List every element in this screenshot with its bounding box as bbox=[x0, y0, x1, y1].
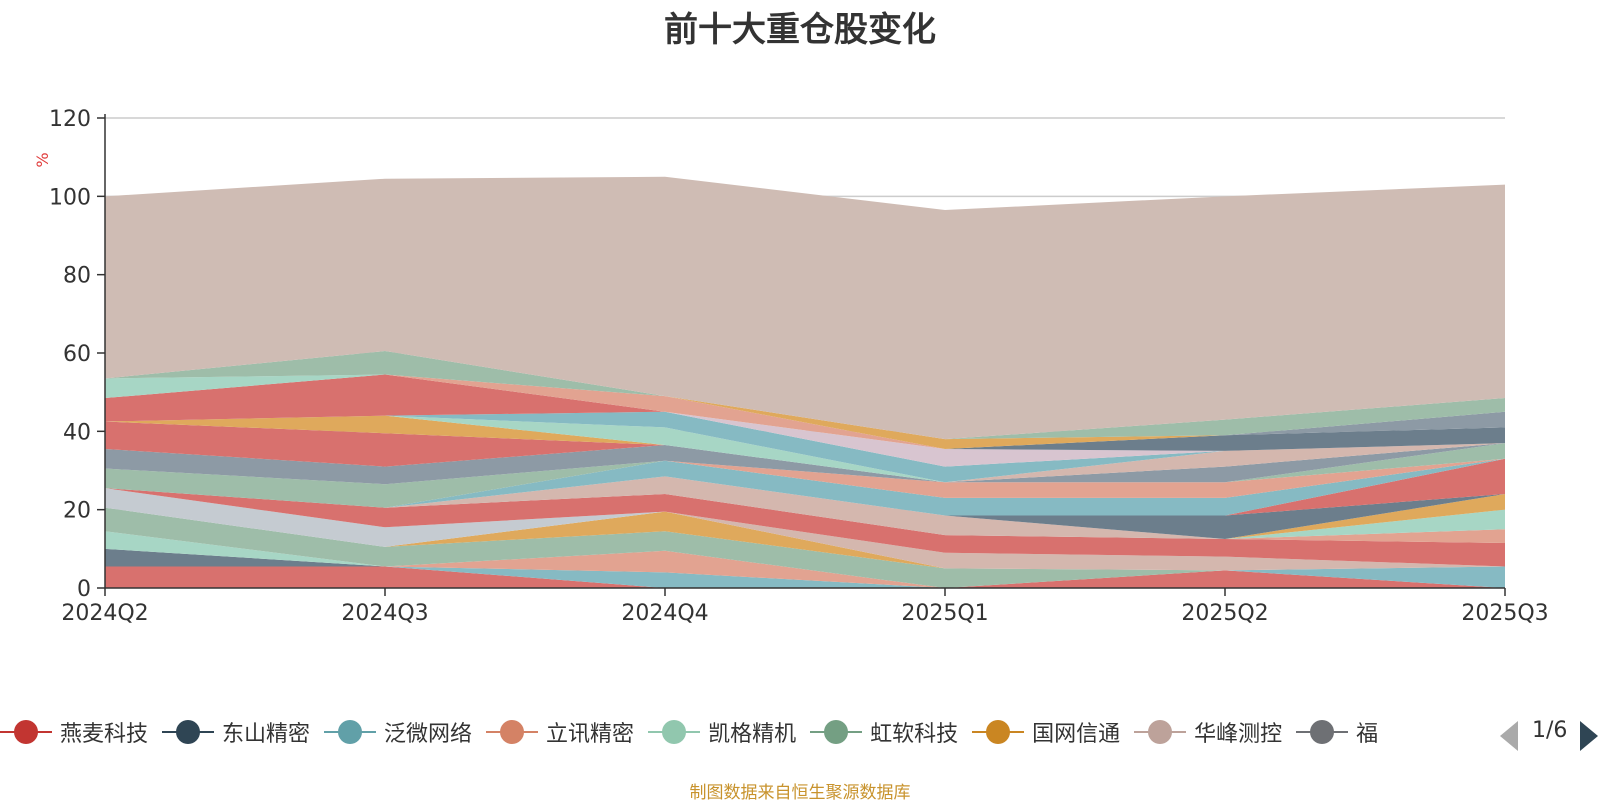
legend-marker-icon bbox=[1296, 719, 1349, 745]
area-series-16[interactable] bbox=[105, 458, 1505, 516]
area-series-7[interactable] bbox=[105, 507, 1505, 571]
area-series-26[interactable] bbox=[105, 411, 1505, 467]
area-series-0[interactable] bbox=[105, 566, 1505, 588]
area-series-29[interactable] bbox=[105, 374, 1505, 449]
source-note: 制图数据来自恒生聚源数据库 bbox=[689, 783, 911, 803]
chart-title: 前十大重仓股变化 bbox=[664, 10, 936, 50]
y-tick-label: 120 bbox=[49, 107, 91, 132]
area-series-11[interactable] bbox=[105, 488, 1505, 540]
y-tick-label: 40 bbox=[63, 420, 91, 445]
legend-label: 泛微网络 bbox=[384, 722, 473, 747]
legend-marker-icon bbox=[1134, 719, 1187, 745]
y-tick-label: 20 bbox=[63, 499, 91, 524]
legend-marker-icon bbox=[162, 719, 215, 745]
legend-label: 立讯精密 bbox=[546, 722, 635, 747]
legend-item[interactable]: 东山精密 bbox=[162, 716, 310, 748]
legend-item[interactable]: 立讯精密 bbox=[486, 716, 634, 748]
area-series-14[interactable] bbox=[105, 476, 1505, 540]
legend-item[interactable]: 凯格精机 bbox=[648, 716, 796, 748]
legend-item[interactable]: 华峰测控 bbox=[1134, 716, 1282, 748]
x-tick-label: 2025Q2 bbox=[1181, 601, 1268, 626]
area-series-22[interactable] bbox=[105, 421, 1505, 483]
y-tick-label: 0 bbox=[77, 577, 91, 602]
area-series-17[interactable] bbox=[105, 458, 1505, 508]
legend-item[interactable]: 福 bbox=[1296, 716, 1378, 748]
legend-marker-icon bbox=[486, 719, 539, 745]
pager-next-icon[interactable] bbox=[1580, 721, 1598, 751]
pager-count: 1/6 bbox=[1532, 718, 1568, 743]
legend-marker-icon bbox=[0, 719, 52, 745]
legend-label: 虹软科技 bbox=[870, 722, 959, 747]
x-tick-label: 2024Q4 bbox=[621, 601, 708, 626]
y-axis-label: % bbox=[33, 152, 52, 167]
x-tick-label: 2025Q3 bbox=[1461, 601, 1548, 626]
legend-label: 东山精密 bbox=[222, 722, 311, 747]
area-series-33[interactable] bbox=[105, 374, 1505, 440]
area-series-18[interactable] bbox=[105, 458, 1505, 498]
legend-item[interactable]: 燕麦科技 bbox=[0, 716, 148, 748]
area-series-9[interactable] bbox=[105, 488, 1505, 567]
y-tick-label: 80 bbox=[63, 264, 91, 289]
area-series-10[interactable] bbox=[105, 488, 1505, 543]
area-series-2[interactable] bbox=[105, 548, 1505, 588]
area-series bbox=[105, 176, 1505, 588]
area-series-23[interactable] bbox=[105, 415, 1505, 483]
legend-pager: 1/6 bbox=[1500, 718, 1600, 751]
legend-marker-icon bbox=[810, 719, 863, 745]
legend-marker-icon bbox=[648, 719, 701, 745]
area-series-5[interactable] bbox=[105, 507, 1505, 588]
x-tick-label: 2024Q2 bbox=[61, 601, 148, 626]
area-series-20[interactable] bbox=[105, 443, 1505, 485]
legend-label: 华峰测控 bbox=[1194, 722, 1283, 747]
legend-item[interactable]: 国网信通 bbox=[972, 716, 1120, 748]
legend-marker-icon bbox=[972, 719, 1025, 745]
legend-label: 国网信通 bbox=[1032, 722, 1121, 747]
x-tick-label: 2025Q1 bbox=[901, 601, 988, 626]
legend-label: 凯格精机 bbox=[708, 722, 797, 747]
x-tick-label: 2024Q3 bbox=[341, 601, 428, 626]
legend-item[interactable]: 虹软科技 bbox=[810, 716, 958, 748]
legend-item[interactable]: 泛微网络 bbox=[324, 716, 472, 748]
legend: 燕麦科技 东山精密 泛微网络 立讯精密 凯格精机 虹软科技 国网信通 华峰测控 福 bbox=[0, 716, 1490, 752]
y-tick-label: 100 bbox=[49, 185, 91, 210]
legend-marker-icon bbox=[324, 719, 377, 745]
axes: 0 20 40 60 80 100 120 2024Q2 2024Q3 2024Q4 2025Q1 2… bbox=[49, 107, 1549, 626]
area-series-35[interactable] bbox=[105, 176, 1505, 440]
area-series-13[interactable] bbox=[105, 476, 1505, 540]
area-series-34[interactable] bbox=[105, 351, 1505, 440]
y-tick-label: 60 bbox=[63, 342, 91, 367]
legend-label: 福 bbox=[1356, 722, 1379, 747]
area-series-25[interactable] bbox=[105, 411, 1505, 483]
pager-prev-icon[interactable] bbox=[1500, 721, 1518, 751]
legend-label: 燕麦科技 bbox=[60, 722, 149, 747]
area-series-27[interactable] bbox=[105, 411, 1505, 451]
